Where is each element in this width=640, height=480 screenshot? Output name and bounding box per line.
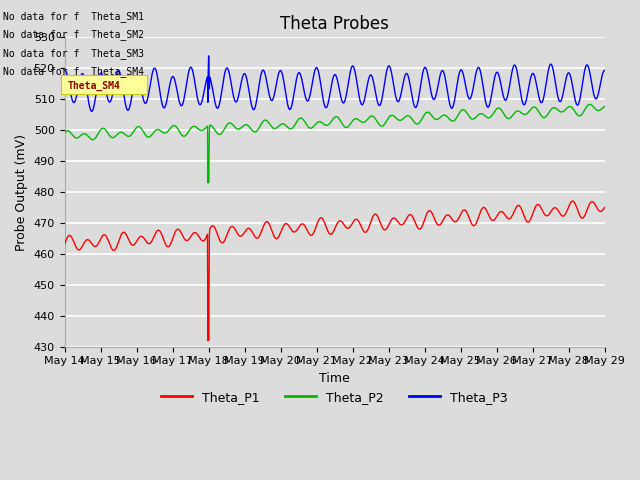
Y-axis label: Probe Output (mV): Probe Output (mV) <box>15 133 28 251</box>
Text: No data for f  Theta_SM4: No data for f Theta_SM4 <box>3 66 144 77</box>
Title: Theta Probes: Theta Probes <box>280 15 389 33</box>
Text: No data for f  Theta_SM1: No data for f Theta_SM1 <box>3 11 144 22</box>
Text: No data for f  Theta_SM2: No data for f Theta_SM2 <box>3 29 144 40</box>
Text: Theta_SM4: Theta_SM4 <box>68 81 120 91</box>
X-axis label: Time: Time <box>319 372 350 385</box>
Legend: Theta_P1, Theta_P2, Theta_P3: Theta_P1, Theta_P2, Theta_P3 <box>156 385 513 408</box>
Text: No data for f  Theta_SM3: No data for f Theta_SM3 <box>3 48 144 59</box>
